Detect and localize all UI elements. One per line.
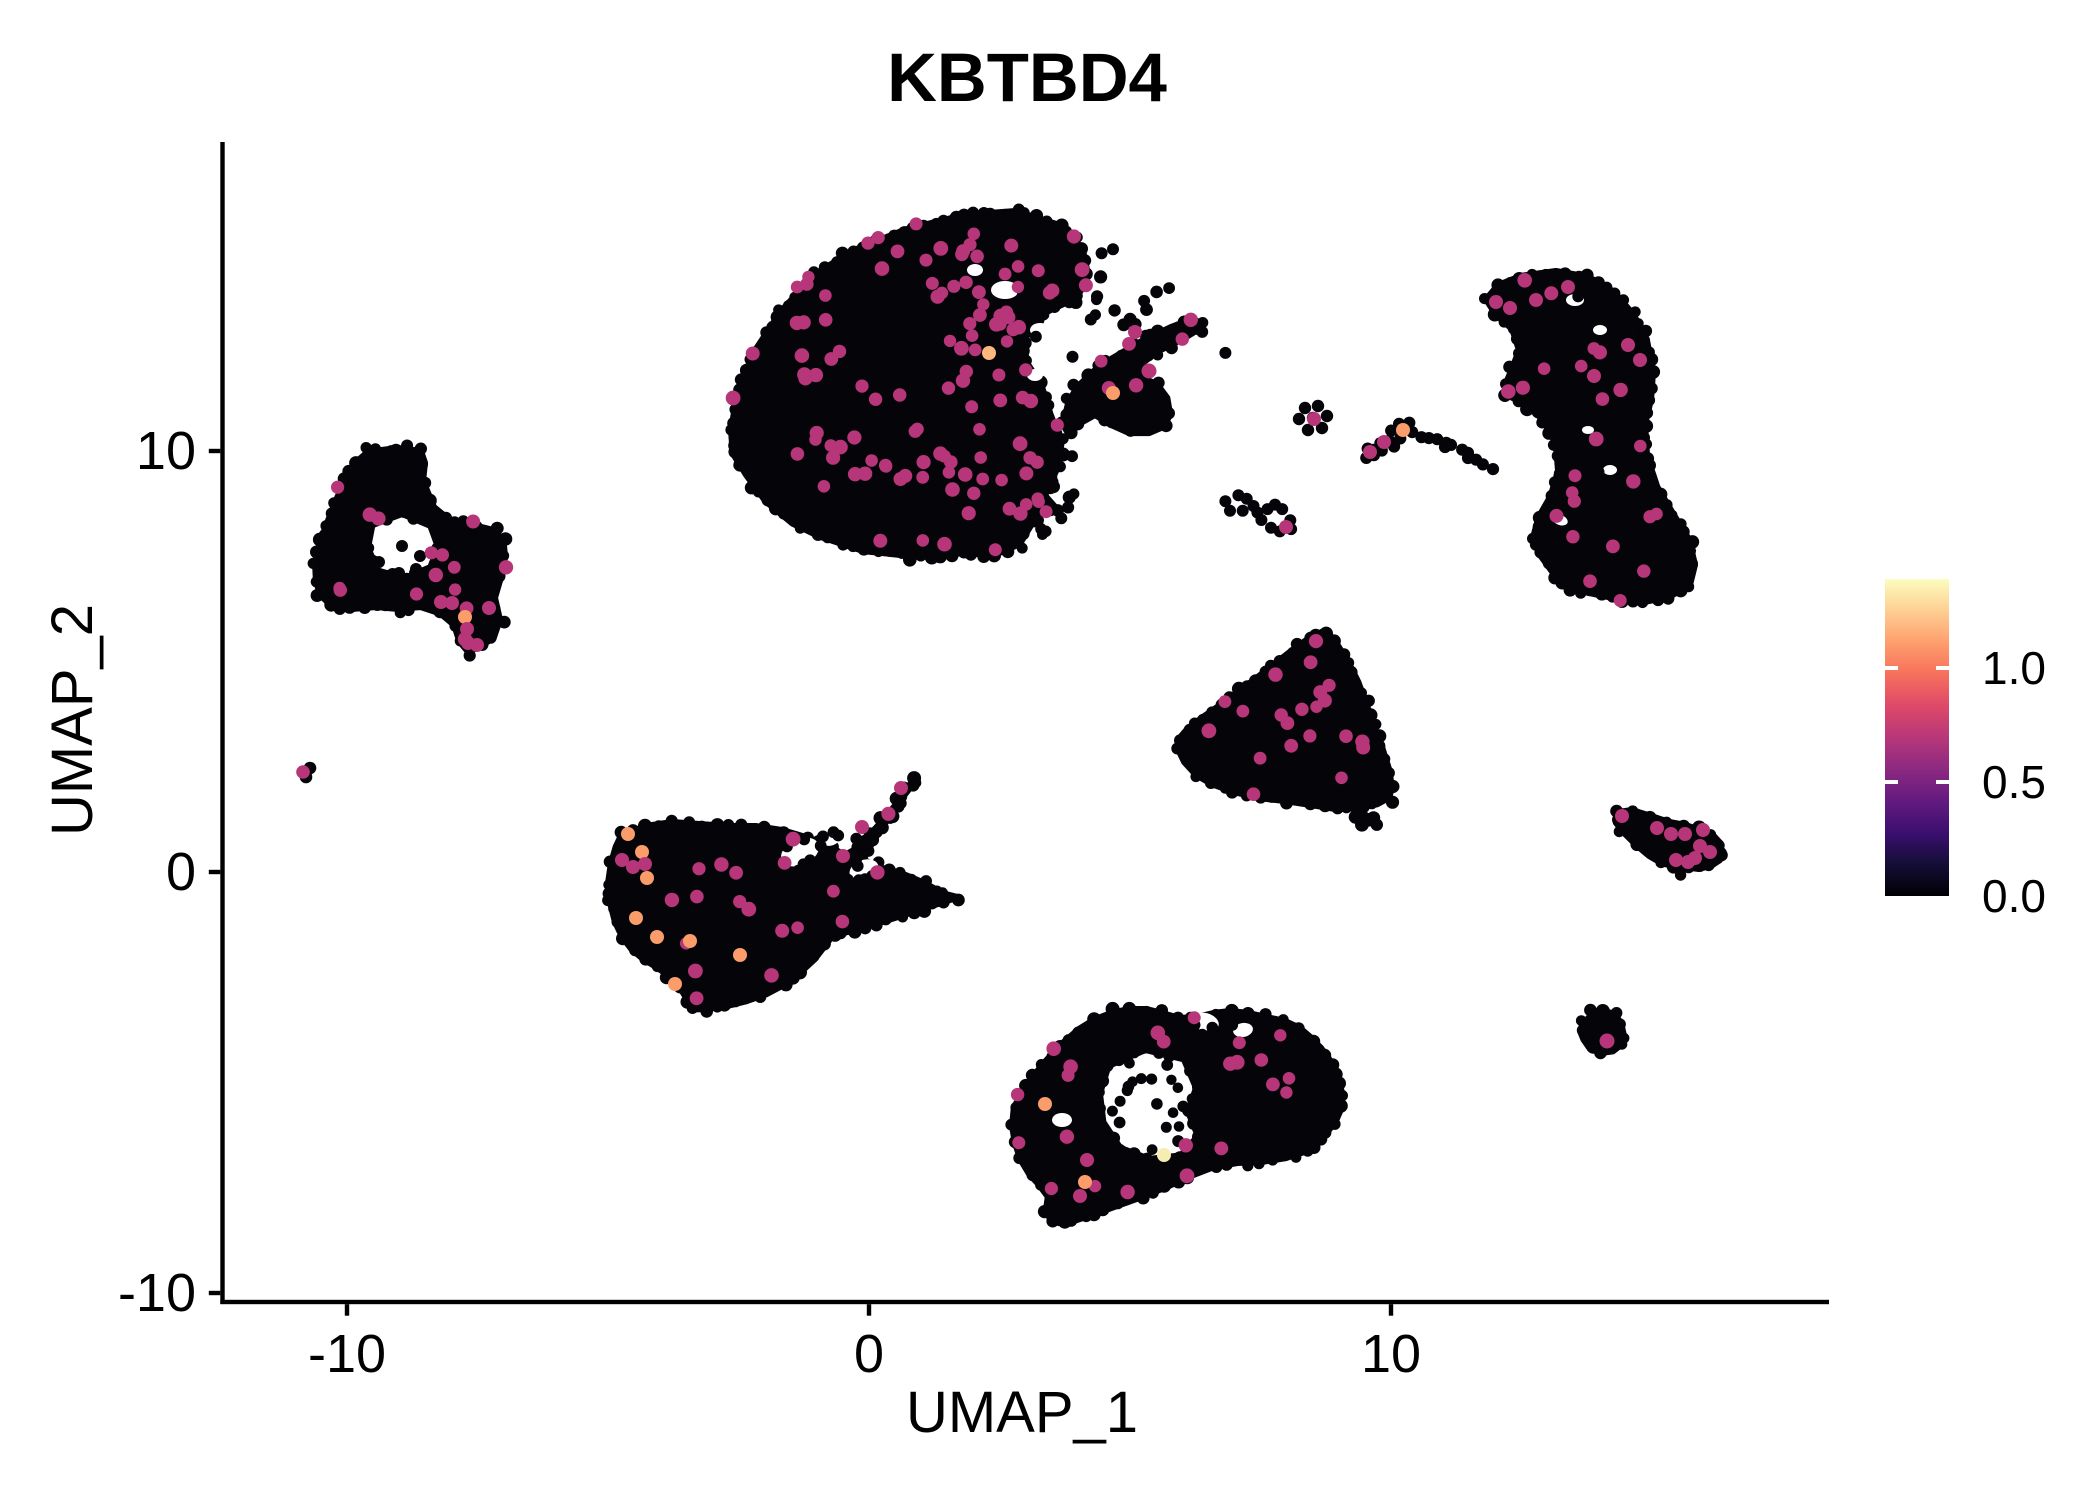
svg-text:KBTBD4: KBTBD4: [887, 39, 1167, 116]
svg-text:0.5: 0.5: [1982, 756, 2046, 808]
svg-text:1.0: 1.0: [1982, 642, 2046, 694]
svg-text:0: 0: [854, 1324, 884, 1384]
svg-text:-10: -10: [118, 1263, 196, 1323]
svg-text:10: 10: [136, 421, 196, 481]
svg-text:-10: -10: [308, 1324, 386, 1384]
svg-text:UMAP_2: UMAP_2: [40, 604, 105, 836]
svg-text:0.0: 0.0: [1982, 870, 2046, 922]
svg-text:UMAP_1: UMAP_1: [906, 1380, 1138, 1445]
svg-text:10: 10: [1361, 1324, 1421, 1384]
svg-text:0: 0: [166, 842, 196, 902]
